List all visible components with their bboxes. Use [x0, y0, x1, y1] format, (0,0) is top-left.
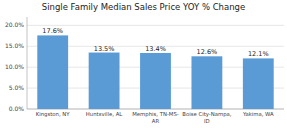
data-label: 12.1% — [248, 50, 269, 58]
data-label: 13.4% — [145, 45, 166, 53]
data-label: 17.6% — [42, 27, 63, 35]
bars — [37, 35, 273, 109]
y-tick-label: 20.0% — [5, 21, 24, 28]
y-tick-label: 10.0% — [5, 63, 24, 70]
x-tick-label: Kingston, NY — [36, 111, 71, 118]
x-tick-label: Memphis, TN-MS-AR — [132, 111, 179, 124]
bar — [89, 53, 120, 109]
bar — [243, 58, 274, 109]
y-tick-label: 15.0% — [5, 42, 24, 49]
background — [0, 0, 287, 128]
bar — [37, 35, 68, 109]
y-tick-label: 0.0% — [9, 105, 25, 112]
chart: Single Family Median Sales Price YOY % C… — [0, 0, 287, 128]
grid-line — [27, 25, 284, 26]
data-label: 12.6% — [197, 48, 218, 56]
bar — [191, 56, 222, 109]
y-axis-line — [27, 17, 28, 109]
y-tick-label: 5.0% — [9, 84, 25, 91]
title: Single Family Median Sales Price YOY % C… — [42, 2, 245, 12]
data-label: 13.5% — [94, 45, 115, 53]
x-tick-label: Yakima, WA — [242, 111, 274, 117]
x-tick-label: Huntsville, AL — [86, 111, 123, 117]
bar — [140, 53, 171, 109]
x-tick-label: Boise City-Nampa,ID — [182, 111, 232, 124]
